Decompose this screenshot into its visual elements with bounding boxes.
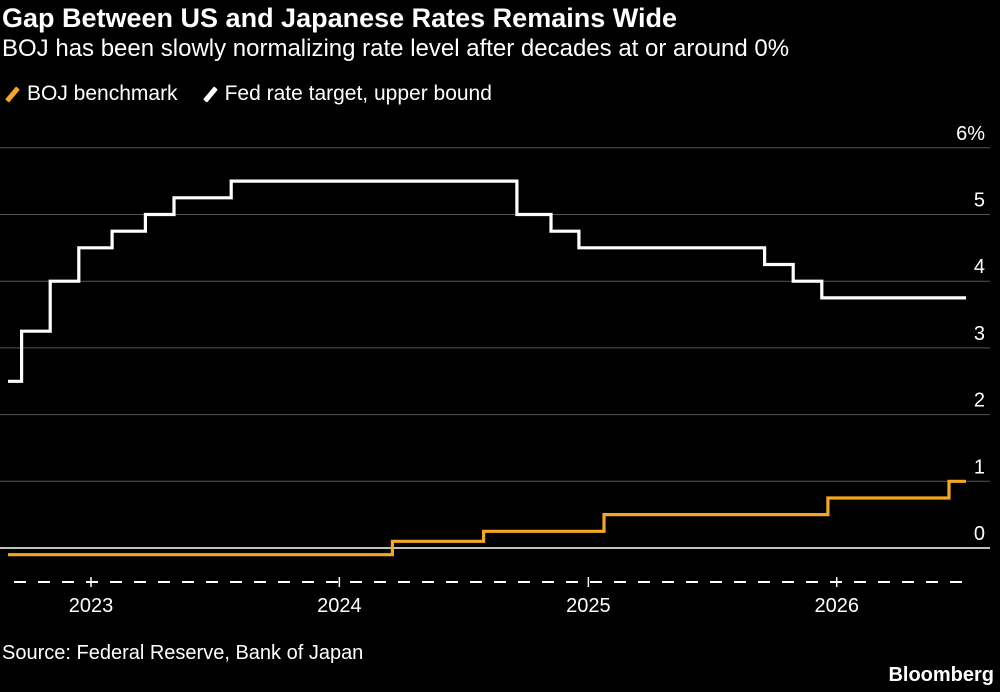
- fed-series-line: [8, 179, 966, 383]
- x-tick-label: 2025: [566, 595, 611, 617]
- bloomberg-logo: Bloomberg: [888, 664, 994, 686]
- boj-series-line: [8, 479, 966, 557]
- y-tick-label: 6%: [956, 123, 985, 145]
- y-tick-label: 2: [974, 390, 985, 412]
- x-tick-label: 2026: [814, 595, 859, 617]
- y-tick-label: 5: [974, 190, 985, 212]
- source-note: Source: Federal Reserve, Bank of Japan: [2, 642, 364, 664]
- x-tick-label: 2024: [317, 595, 362, 617]
- y-tick-label: 3: [974, 323, 985, 345]
- legend-item-boj: BOJ benchmark: [2, 82, 178, 106]
- y-tick-label: 1: [974, 456, 985, 478]
- y-tick-label: 4: [974, 256, 985, 278]
- chart-title: Gap Between US and Japanese Rates Remain…: [2, 3, 677, 33]
- x-tick-label: 2023: [69, 595, 114, 617]
- legend-label-boj: BOJ benchmark: [27, 82, 178, 105]
- legend-label-fed: Fed rate target, upper bound: [224, 82, 492, 105]
- legend-item-fed: Fed rate target, upper bound: [200, 82, 492, 106]
- legend: BOJ benchmark Fed rate target, upper bou…: [2, 82, 514, 106]
- chart-subtitle: BOJ has been slowly normalizing rate lev…: [2, 35, 790, 62]
- y-tick-label: 0: [974, 523, 985, 545]
